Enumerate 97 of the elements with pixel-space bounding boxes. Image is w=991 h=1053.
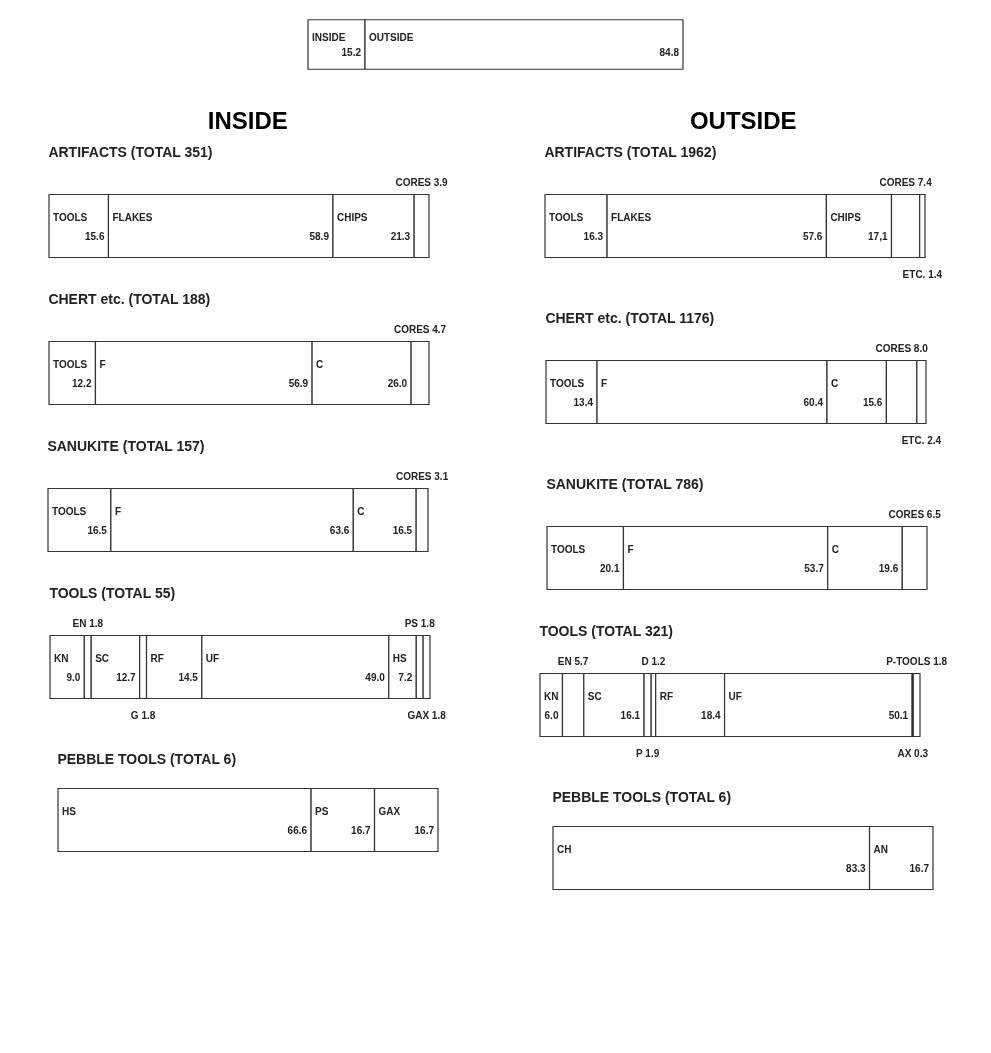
data-label: 7.2 [398, 672, 413, 684]
data-label: 13.4 [573, 397, 594, 409]
data-label: 15.6 [84, 231, 105, 243]
text: P 1.9 [635, 748, 659, 759]
data-label: 19.6 [878, 563, 899, 575]
series-label: PS [314, 805, 329, 817]
series-label: OUTSIDE [369, 31, 414, 43]
data-label: 21.3 [390, 231, 411, 243]
data-label: 12.7 [116, 672, 137, 684]
series-label: C [830, 377, 838, 389]
data-label: 16.7 [909, 863, 930, 875]
data-label: 60.4 [803, 397, 824, 409]
data-label: 83.3 [846, 863, 867, 875]
series-label: TOOLS [548, 211, 584, 223]
text: CORES 4.7 [394, 324, 447, 335]
data-label: 49.0 [365, 672, 386, 684]
series-label: TOOLS [51, 505, 87, 517]
data-label: 84.8 [659, 47, 680, 59]
text: TOOLS (TOTAL 321) [539, 623, 673, 639]
data-label: 17,1 [867, 231, 888, 243]
data-label: 12.2 [72, 378, 93, 390]
series-label: KN [543, 690, 559, 702]
data-label: 9.0 [66, 672, 82, 684]
data-label: 66.6 [287, 825, 308, 837]
text: EN 5.7 [557, 656, 589, 667]
text: P-TOOLS 1.8 [885, 656, 947, 667]
series-label: CHIPS [830, 211, 862, 223]
text: TOOLS (TOTAL 55) [49, 585, 176, 601]
text: SANUKITE (TOTAL 786) [546, 476, 704, 492]
text: CORES 3.9 [395, 177, 448, 188]
data-label: 50.1 [888, 710, 909, 722]
data-label: 63.6 [329, 525, 350, 537]
text: D 1.2 [641, 656, 666, 667]
data-label: 16.3 [583, 231, 604, 243]
series-label: FLAKES [610, 211, 652, 223]
text: CORES 6.5 [888, 509, 941, 520]
series-label: F [99, 358, 106, 370]
series-label: C [316, 358, 324, 370]
text: ARTIFACTS (TOTAL 351) [48, 144, 213, 160]
series-label: SC [587, 690, 602, 702]
text: ARTIFACTS (TOTAL 1962) [544, 144, 717, 160]
text: CORES 3.1 [395, 471, 448, 482]
series-label: UF [728, 690, 742, 702]
series-label: F [600, 377, 607, 389]
text: PS 1.8 [404, 618, 435, 629]
text: SANUKITE (TOTAL 157) [47, 438, 205, 454]
series-label: C [357, 505, 365, 517]
series-label: TOOLS [550, 543, 586, 555]
data-label: 20.1 [599, 563, 620, 575]
text: CORES 8.0 [875, 343, 928, 354]
text: PEBBLE TOOLS (TOTAL 6) [552, 789, 732, 805]
data-label: 16.5 [392, 525, 413, 537]
data-label: 56.9 [288, 378, 309, 390]
data-label: 16.5 [87, 525, 108, 537]
series-label: SC [95, 652, 110, 664]
data-label: 15.6 [862, 397, 883, 409]
data-label: 16.1 [620, 710, 641, 722]
series-label: CHIPS [336, 211, 368, 223]
chart-title: INSIDE [207, 107, 288, 135]
data-label: 15.2 [341, 47, 362, 59]
chart-title: OUTSIDE [689, 107, 797, 135]
series-label: FLAKES [112, 211, 153, 223]
series-label: TOOLS [52, 211, 88, 223]
text: ETC. 1.4 [902, 269, 942, 280]
text: CHERT etc. (TOTAL 1176) [545, 310, 714, 326]
data-label: 57.6 [802, 231, 823, 243]
series-label: F [627, 543, 634, 555]
data-label: 53.7 [804, 563, 824, 575]
data-label: 58.9 [309, 231, 330, 243]
series-label: C [831, 543, 839, 555]
series-label: CH [557, 843, 572, 855]
data-label: 16.7 [414, 825, 435, 837]
text: PEBBLE TOOLS (TOTAL 6) [57, 751, 236, 767]
series-label: RF [659, 690, 673, 702]
data-label: 6.0 [544, 710, 559, 722]
series-label: RF [150, 652, 165, 664]
series-label: TOOLS [53, 358, 88, 370]
text: ETC. 2.4 [901, 435, 941, 446]
text: CHERT etc. (TOTAL 188) [48, 291, 211, 307]
text: GAX 1.8 [407, 710, 446, 721]
series-label: INSIDE [312, 31, 346, 43]
text: CORES 7.4 [879, 177, 932, 188]
series-label: F [114, 505, 121, 517]
data-label: 26.0 [387, 378, 408, 390]
text: EN 1.8 [72, 618, 104, 629]
text: AX 0.3 [897, 748, 928, 759]
series-label: TOOLS [549, 377, 585, 389]
data-label: 16.7 [350, 825, 371, 837]
series-label: HS [61, 805, 76, 817]
text: G 1.8 [131, 710, 156, 721]
data-label: 18.4 [700, 710, 721, 722]
data-label: 14.5 [178, 672, 199, 684]
series-label: KN [54, 652, 69, 664]
series-label: UF [206, 652, 220, 664]
series-label: HS [393, 652, 408, 664]
series-label: GAX [378, 805, 401, 817]
series-label: AN [873, 843, 889, 855]
